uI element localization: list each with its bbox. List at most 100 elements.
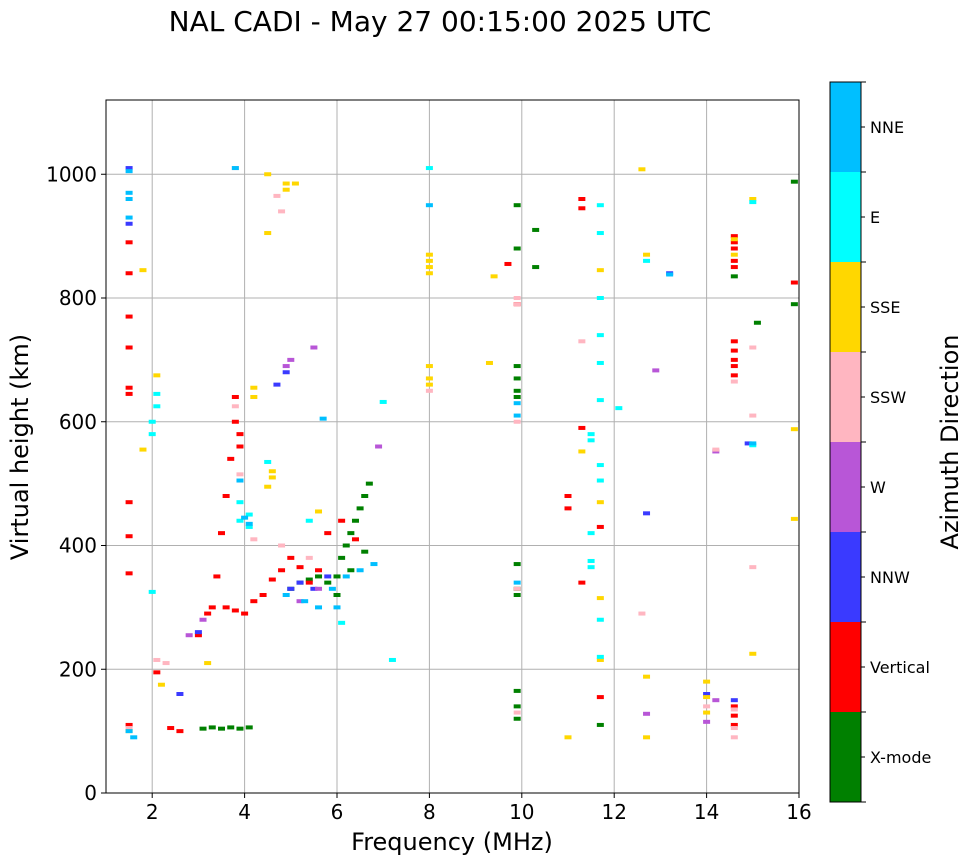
data-point: [703, 704, 711, 709]
data-point: [264, 484, 272, 489]
data-point: [199, 617, 207, 622]
data-point: [596, 203, 604, 208]
data-point: [130, 735, 138, 740]
data-point: [643, 252, 651, 257]
data-point: [139, 447, 147, 452]
data-point: [296, 599, 304, 604]
data-point: [273, 193, 281, 198]
data-point: [324, 574, 332, 579]
data-point: [596, 360, 604, 365]
data-point: [125, 726, 133, 731]
data-point: [425, 252, 433, 257]
data-point: [703, 692, 711, 696]
data-point: [425, 364, 433, 369]
data-point: [790, 302, 798, 307]
data-point: [790, 280, 798, 285]
data-point: [532, 227, 540, 232]
data-point: [241, 515, 249, 520]
data-point: [513, 580, 521, 585]
data-point: [513, 716, 521, 721]
colorbar-swatch: [830, 82, 861, 172]
data-point: [185, 633, 193, 638]
data-point: [513, 364, 521, 369]
data-point: [245, 725, 253, 730]
data-point: [596, 657, 604, 662]
data-point: [578, 425, 586, 430]
data-point: [564, 506, 572, 511]
data-point: [730, 707, 738, 712]
data-point: [513, 395, 521, 399]
data-point: [347, 568, 355, 573]
data-point: [730, 265, 738, 270]
data-point: [231, 404, 239, 409]
data-point: [730, 240, 738, 245]
data-point: [730, 274, 738, 279]
colorbar-label: Azimuth Direction: [936, 335, 964, 550]
data-point: [643, 258, 651, 263]
data-point: [231, 608, 239, 613]
data-point: [730, 698, 738, 703]
data-point: [749, 565, 757, 570]
data-point: [730, 364, 738, 369]
data-point: [730, 722, 738, 727]
data-point: [222, 494, 230, 498]
y-axis-label: Virtual height (km): [6, 334, 34, 560]
data-point: [638, 167, 646, 172]
data-point: [596, 231, 604, 236]
data-point: [315, 574, 323, 579]
data-point: [375, 444, 383, 449]
data-point: [236, 472, 244, 477]
data-point: [315, 568, 323, 573]
plot-area: [105, 99, 800, 794]
data-point: [596, 524, 604, 529]
series-ssw: [125, 166, 757, 740]
data-point: [513, 203, 521, 208]
data-point: [273, 382, 281, 387]
data-point: [361, 549, 369, 554]
colorbar-swatch: [830, 352, 861, 442]
series-e: [148, 166, 757, 662]
y-tick-label: 600: [59, 410, 97, 434]
data-point: [513, 704, 521, 709]
data-point: [388, 657, 396, 662]
data-point: [231, 419, 239, 424]
data-point: [194, 633, 202, 638]
y-tick-label: 1000: [46, 162, 97, 186]
data-point: [236, 432, 244, 437]
data-point: [176, 729, 184, 734]
data-point: [333, 574, 341, 579]
data-point: [513, 562, 521, 567]
data-point: [564, 494, 572, 498]
data-point: [125, 385, 133, 390]
data-point: [513, 302, 521, 307]
data-point: [222, 605, 230, 610]
data-point: [596, 695, 604, 700]
data-point: [291, 181, 299, 186]
data-point: [305, 577, 313, 582]
data-point: [125, 190, 133, 195]
data-point: [490, 274, 498, 279]
data-point: [513, 710, 521, 715]
data-point: [790, 516, 798, 521]
data-point: [310, 345, 318, 350]
data-point: [282, 181, 290, 186]
data-point: [153, 657, 161, 662]
data-point: [425, 166, 433, 171]
data-point: [231, 166, 239, 171]
data-point: [730, 704, 738, 709]
data-point: [730, 237, 738, 242]
data-point: [615, 406, 623, 411]
data-point: [513, 586, 521, 591]
colorbar-swatch: [830, 442, 861, 532]
data-point: [250, 537, 258, 542]
data-point: [513, 419, 521, 424]
data-point: [730, 726, 738, 731]
data-point: [125, 215, 133, 220]
data-point: [513, 593, 521, 597]
data-point: [236, 518, 244, 523]
data-point: [504, 261, 512, 266]
data-point: [425, 388, 433, 393]
data-point: [199, 726, 207, 731]
data-point: [162, 661, 170, 666]
x-axis-label: Frequency (MHz): [351, 828, 553, 856]
